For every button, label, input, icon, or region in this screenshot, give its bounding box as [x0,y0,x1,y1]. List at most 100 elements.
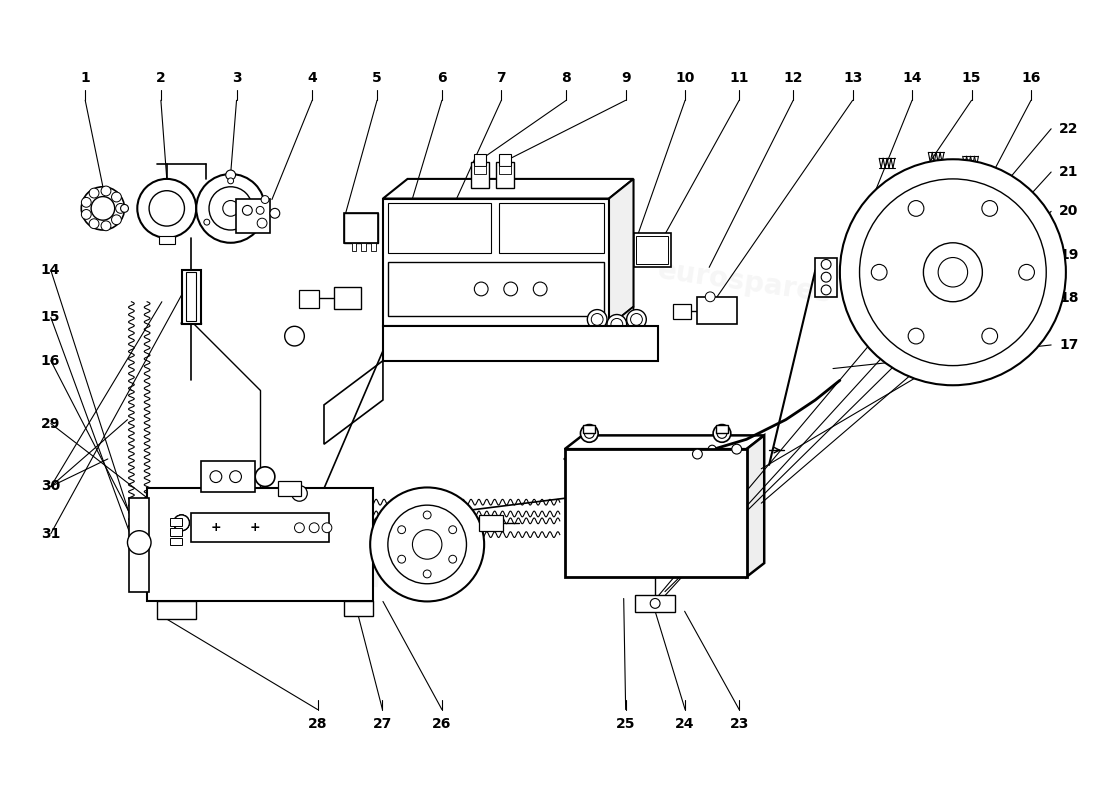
Circle shape [938,258,968,287]
Circle shape [859,179,1046,366]
Bar [499,154,510,166]
Circle shape [242,206,252,215]
Circle shape [587,310,607,330]
Text: 1: 1 [80,70,90,85]
Bar [564,449,747,577]
Circle shape [630,314,642,326]
Circle shape [204,219,210,225]
Circle shape [81,210,91,219]
Text: 4: 4 [307,70,317,85]
Circle shape [91,197,114,220]
Circle shape [81,186,124,230]
Text: 27: 27 [373,718,392,731]
Text: 24: 24 [675,718,695,731]
Circle shape [388,505,466,584]
Circle shape [101,221,111,230]
Circle shape [504,282,518,296]
Circle shape [822,285,830,295]
Bar [371,242,376,250]
Circle shape [424,570,431,578]
Text: 16: 16 [41,354,60,368]
Circle shape [449,555,456,563]
Text: 26: 26 [432,718,452,731]
Text: 31: 31 [41,526,60,541]
Text: 14: 14 [41,263,60,278]
Circle shape [982,201,998,216]
Text: 19: 19 [1059,247,1078,262]
Text: 11: 11 [729,70,749,85]
Circle shape [101,186,111,196]
Circle shape [840,159,1066,386]
Circle shape [228,178,233,184]
Bar [637,236,668,264]
Circle shape [449,526,456,534]
Circle shape [909,328,924,344]
Bar [636,594,674,612]
Text: eurospares: eurospares [656,256,834,308]
Text: 28: 28 [308,718,328,731]
Circle shape [223,201,239,216]
Circle shape [255,467,275,486]
Circle shape [111,215,121,225]
Bar [235,198,270,233]
Bar [697,297,737,324]
Circle shape [610,318,623,330]
Bar [352,242,356,250]
Circle shape [238,473,253,489]
Bar [169,528,182,536]
Circle shape [923,242,982,302]
Text: +: + [210,522,221,534]
Text: 16: 16 [1021,70,1041,85]
Text: 13: 13 [843,70,862,85]
Circle shape [581,425,598,442]
Bar [474,166,486,174]
Bar [130,498,150,592]
Bar [634,233,671,267]
Circle shape [982,328,998,344]
Bar [496,162,514,188]
Bar [716,425,728,434]
Polygon shape [383,179,634,198]
Bar [147,489,373,602]
Circle shape [322,523,332,533]
Bar [499,203,604,253]
Text: 15: 15 [961,70,981,85]
Bar [383,198,609,326]
Bar [474,154,486,166]
Circle shape [128,530,151,554]
Circle shape [713,425,730,442]
Bar [343,602,373,616]
Polygon shape [609,306,634,361]
Circle shape [627,310,647,330]
Bar [388,262,604,317]
Circle shape [121,205,129,212]
Circle shape [693,449,702,459]
Circle shape [210,470,222,482]
Bar [815,258,837,297]
Circle shape [705,292,715,302]
Text: +: + [250,522,261,534]
Text: 18: 18 [1059,291,1079,305]
Circle shape [822,259,830,270]
Polygon shape [324,361,383,444]
Bar [480,515,503,530]
Circle shape [909,201,924,216]
Circle shape [138,179,196,238]
Text: 20: 20 [1059,204,1078,218]
Circle shape [309,523,319,533]
Bar [182,270,201,324]
Circle shape [150,190,185,226]
Bar [472,162,490,188]
Circle shape [871,264,887,280]
Text: 7: 7 [496,70,506,85]
Bar [361,242,366,250]
Bar [278,481,301,496]
Circle shape [116,203,125,214]
Circle shape [1019,264,1034,280]
Bar [333,287,361,309]
Circle shape [822,272,830,282]
Bar [299,290,319,308]
Text: 15: 15 [41,310,60,325]
Text: 25: 25 [616,718,636,731]
Circle shape [174,515,189,530]
